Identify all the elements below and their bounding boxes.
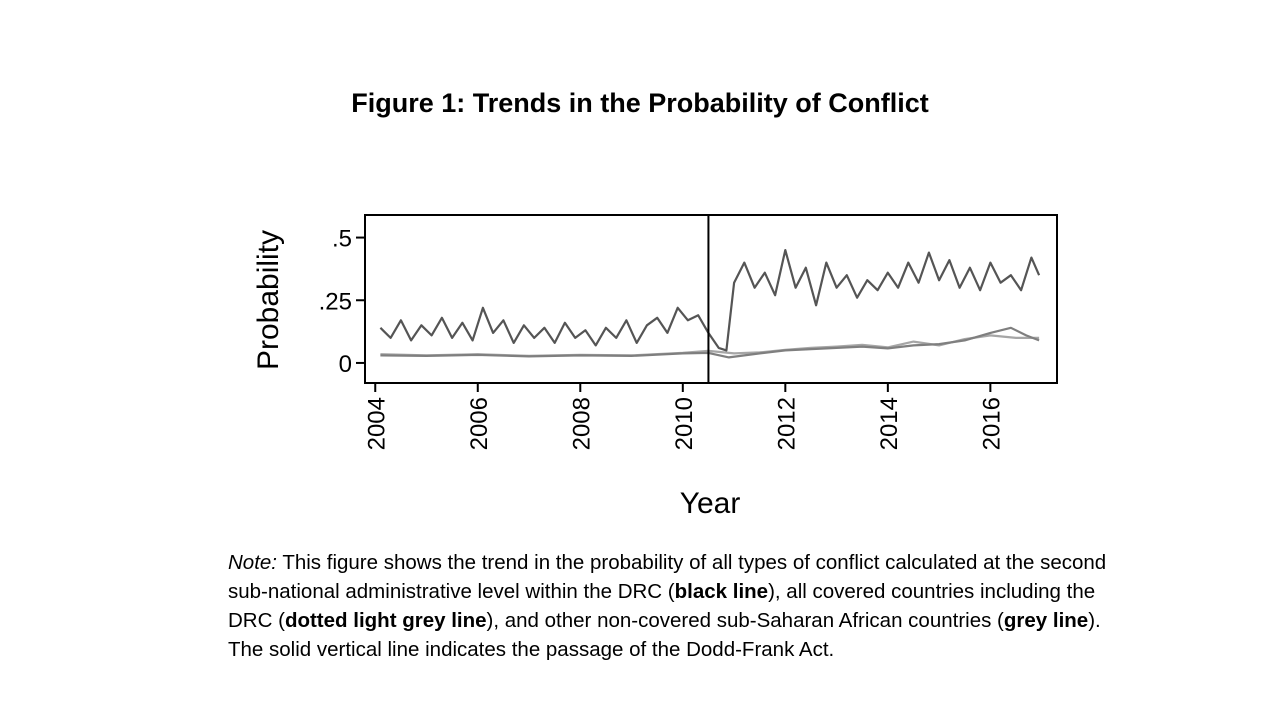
x-tick-label: 2012: [773, 397, 800, 450]
note-text-3: ), and other non-covered sub-Saharan Afr…: [486, 609, 1004, 632]
note-text-2: ), all covered countries including the D…: [228, 580, 1096, 632]
y-tick-label: .5: [332, 226, 352, 253]
x-tick-label: 2006: [466, 397, 493, 450]
x-tick-label: 2008: [568, 397, 595, 450]
x-tick-label: 2010: [671, 397, 698, 450]
series-line-3: [380, 326, 1040, 359]
figure-note: Note: This figure shows the trend in the…: [228, 548, 1108, 664]
series-layer: [379, 248, 1041, 359]
figure-title: Figure 1: Trends in the Probability of C…: [351, 88, 929, 118]
note-label: Note:: [228, 551, 277, 574]
note-bold-3: grey line: [1003, 609, 1089, 632]
y-tick-label: 0: [339, 351, 352, 378]
x-axis-title: Year: [680, 487, 741, 520]
x-tick-label: 2004: [363, 397, 390, 450]
tick-layer: 0 .25 .5 2004 2006 2008 2010 2012 2014 2016: [319, 226, 1006, 451]
plot-frame: [364, 214, 1058, 384]
note-text-4: ). The solid vertical line indicates the…: [228, 609, 1101, 661]
note-bold-1: black line: [674, 580, 769, 603]
note-text-1: This figure shows the trend in the proba…: [228, 551, 1107, 603]
x-tick-label: 2016: [978, 397, 1005, 450]
x-tick-label: 2014: [876, 397, 903, 450]
note-bold-2: dotted light grey line: [284, 609, 487, 632]
series-line-1: [379, 248, 1041, 352]
y-axis-title: Probability: [252, 230, 285, 370]
y-tick-label: .25: [319, 288, 352, 315]
line-chart: Probability Year 0 .25 .5 2004 2006 2008 2010 2…: [252, 214, 1058, 520]
